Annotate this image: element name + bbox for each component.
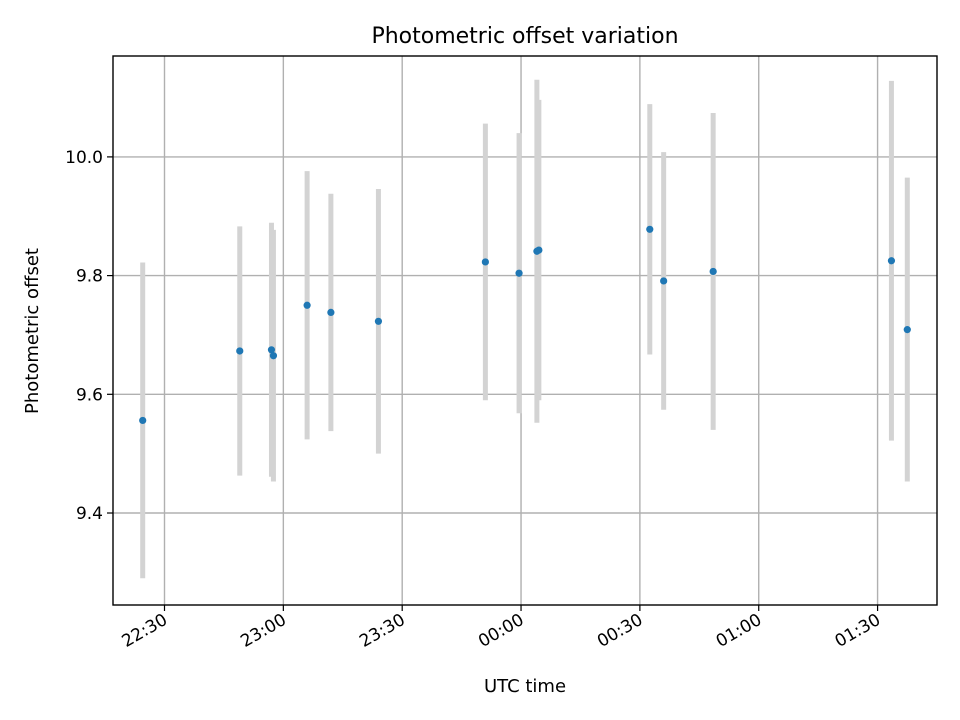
data-point xyxy=(139,416,147,425)
grid-lines xyxy=(113,56,937,605)
y-tick-label: 10.0 xyxy=(65,148,103,168)
y-axis-ticks: 9.4 9.6 9.8 10.0 xyxy=(65,148,113,524)
data-point xyxy=(481,258,489,266)
data-point xyxy=(660,277,668,285)
y-axis-label: Photometric offset xyxy=(22,248,43,414)
plot-frame xyxy=(112,55,938,606)
data-point xyxy=(535,246,543,254)
data-point xyxy=(303,301,311,309)
data-point xyxy=(709,267,717,276)
x-axis-ticks: 22:30 23:00 23:30 00:00 00:30 01:00 01:30 xyxy=(119,605,884,652)
y-tick-label: 9.6 xyxy=(76,385,103,405)
data-point xyxy=(236,347,244,355)
error-bars xyxy=(140,79,910,579)
data-point xyxy=(515,269,523,277)
y-tick-label: 9.4 xyxy=(76,504,103,524)
data-point xyxy=(374,317,383,325)
x-tick-label: 23:30 xyxy=(356,610,408,652)
x-tick-label: 00:30 xyxy=(594,610,646,652)
x-tick-label: 22:30 xyxy=(119,610,171,652)
data-point xyxy=(887,257,896,265)
x-tick-label: 01:00 xyxy=(713,610,765,652)
data-point xyxy=(267,346,276,354)
data-point xyxy=(646,225,654,233)
x-tick-label: 00:00 xyxy=(475,610,527,652)
data-points xyxy=(139,225,911,425)
x-axis-label: UTC time xyxy=(484,676,566,697)
x-tick-label: 01:30 xyxy=(832,610,884,652)
chart-title: Photometric offset variation xyxy=(371,24,678,49)
data-point xyxy=(903,326,911,334)
x-tick-label: 23:00 xyxy=(237,610,289,652)
data-point xyxy=(269,352,278,360)
data-point xyxy=(327,308,335,316)
y-tick-label: 9.8 xyxy=(76,267,103,287)
